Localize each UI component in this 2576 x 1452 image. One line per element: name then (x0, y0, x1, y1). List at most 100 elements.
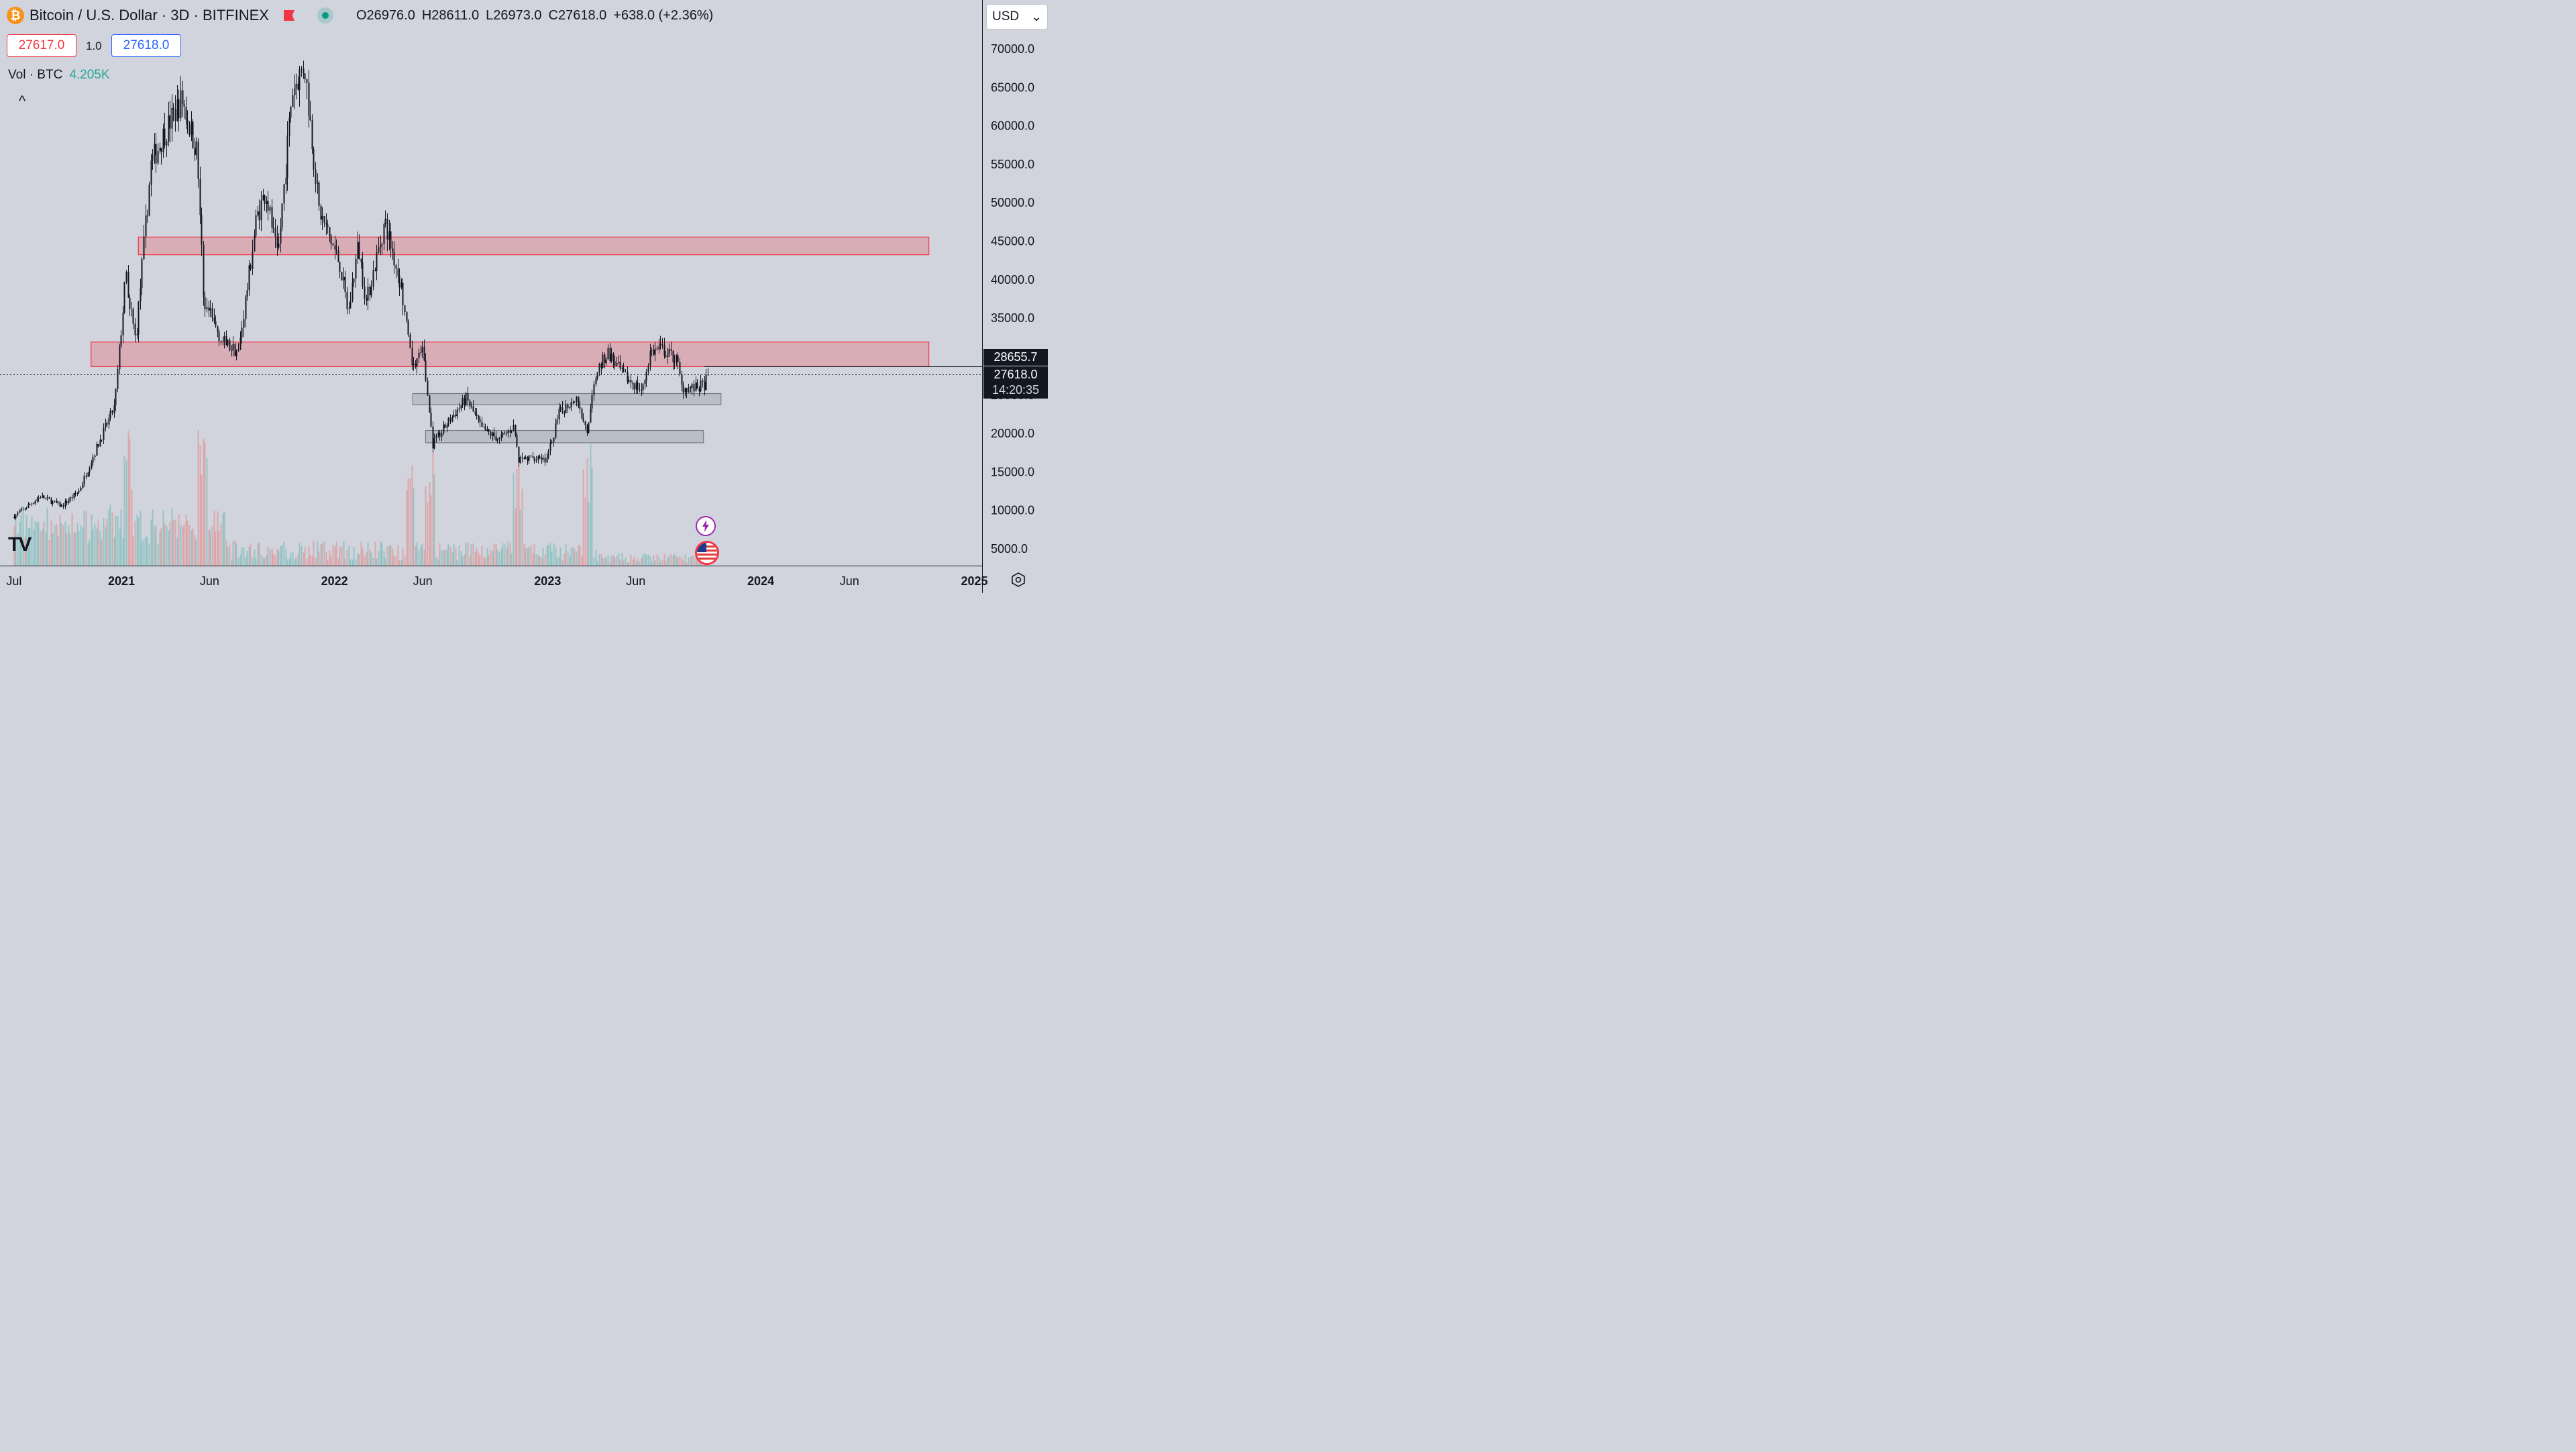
volume-bar (559, 547, 561, 566)
candle-body (656, 348, 658, 350)
volume-bar (186, 520, 189, 566)
candle-body (619, 362, 621, 369)
volume-bar (677, 557, 679, 566)
candle-body (66, 501, 68, 503)
candle-body (695, 382, 697, 392)
volume-bar (695, 556, 697, 566)
volume-bar (542, 548, 544, 566)
candle-body (460, 405, 462, 409)
candle-body (458, 408, 460, 410)
candle-body (397, 268, 399, 276)
symbol-title[interactable]: Bitcoin / U.S. Dollar · 3D · BITFINEX (30, 7, 269, 23)
volume-bar (433, 474, 435, 566)
volume-bar (516, 468, 518, 566)
candle-body (213, 317, 215, 321)
volume-bar (595, 550, 597, 566)
volume-bar (519, 509, 521, 566)
x-tick-label: Jun (840, 574, 859, 588)
collapse-legend-icon[interactable]: ^ (18, 93, 26, 109)
candle-body (20, 509, 22, 512)
support-zone-upper (412, 393, 722, 405)
volume-bar (223, 511, 225, 566)
volume-label: Vol · BTC (8, 68, 63, 82)
volume-bar (458, 546, 460, 566)
candle-body (688, 387, 690, 393)
candle-body (62, 505, 64, 507)
volume-bar (113, 537, 115, 566)
volume-bar (525, 548, 527, 566)
sell-button[interactable]: 27617.0 (7, 34, 76, 57)
volume-bar (154, 526, 156, 566)
volume-bar (582, 469, 584, 566)
candle-body (339, 262, 341, 272)
volume-legend[interactable]: Vol · BTC 4.205K (8, 68, 110, 83)
volume-bar (688, 557, 690, 566)
candle-body (411, 348, 413, 366)
candle-body (308, 83, 310, 117)
lightning-icon[interactable] (696, 516, 716, 536)
x-tick-label: Jul (6, 574, 21, 588)
candle-body (393, 252, 395, 266)
candle-body (309, 116, 311, 121)
candle-body (29, 504, 31, 505)
candle-body (555, 423, 557, 438)
candle-body (456, 409, 458, 417)
candle-body (13, 516, 15, 519)
volume-bar (122, 537, 124, 566)
volume-bar (92, 529, 94, 566)
volume-bar (409, 478, 411, 566)
volume-bar (174, 519, 176, 566)
volume-bar (248, 547, 250, 566)
volume-bar (218, 531, 220, 566)
volume-bar (292, 552, 294, 566)
volume-bar (546, 546, 548, 566)
volume-bar (642, 554, 644, 566)
candle-body (705, 375, 707, 391)
candle-body (380, 244, 382, 248)
volume-bar (83, 511, 85, 566)
flag-icon[interactable] (283, 10, 294, 21)
candle-body (574, 402, 576, 403)
candle-body (303, 68, 305, 74)
candle-body (45, 498, 47, 499)
candle-body (245, 296, 247, 319)
candle-body (515, 424, 517, 435)
volume-bar (48, 539, 50, 566)
candle-body (633, 384, 635, 390)
volume-bar (266, 555, 268, 566)
volume-bar (136, 515, 138, 566)
volume-bar (670, 554, 672, 566)
volume-bar (623, 560, 625, 566)
volume-bar (605, 557, 607, 566)
candle-body (343, 276, 345, 280)
volume-bar (13, 525, 15, 566)
candle-body (496, 439, 498, 441)
candle-body (174, 109, 176, 121)
chart-root[interactable]: 5000.010000.015000.020000.025000.030000.… (0, 0, 1052, 593)
volume-bar (272, 553, 274, 566)
candle-body (413, 364, 415, 366)
candle-body (383, 224, 385, 244)
volume-bar (295, 557, 297, 566)
candle-body (150, 160, 152, 185)
candle-body (433, 437, 435, 449)
tradingview-logo[interactable]: TV (8, 533, 32, 556)
currency-select[interactable]: USD ⌄ (986, 4, 1048, 30)
candle-body (518, 446, 520, 463)
volume-bar (621, 553, 623, 566)
candle-body (572, 402, 574, 403)
volume-bar (335, 541, 337, 566)
buy-button[interactable]: 27618.0 (111, 34, 181, 57)
price-chart[interactable]: 5000.010000.015000.020000.025000.030000.… (0, 0, 1052, 593)
volume-bar (607, 555, 609, 566)
volume-bar (178, 514, 180, 566)
us-flag-event-icon[interactable] (695, 541, 719, 565)
volume-bar (418, 549, 420, 566)
settings-icon[interactable] (1010, 572, 1026, 588)
volume-bar (257, 543, 259, 566)
candle-body (484, 427, 486, 431)
market-status-icon[interactable] (317, 7, 333, 23)
volume-bar (591, 467, 593, 566)
candle-body (421, 346, 423, 352)
candle-body (92, 456, 94, 463)
